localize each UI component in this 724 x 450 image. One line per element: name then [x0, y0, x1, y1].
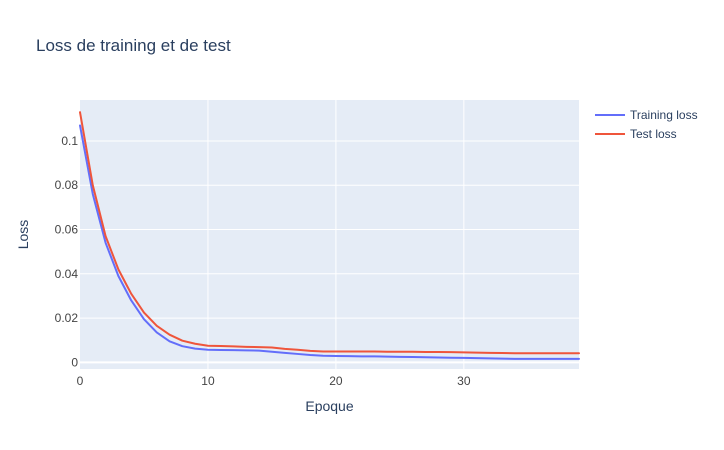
x-axis-title: Epoque — [305, 398, 353, 414]
legend[interactable]: Training loss Test loss — [595, 108, 698, 141]
series-lines — [79, 111, 580, 360]
chart-title: Loss de training et de test — [36, 36, 231, 55]
y-tick-label: 0.08 — [55, 178, 79, 192]
y-tick-label: 0.06 — [55, 223, 79, 237]
y-tick-label: 0 — [71, 355, 78, 369]
test-loss-line — [79, 111, 580, 355]
y-axis-ticks: 0 0.02 0.04 0.06 0.08 0.1 — [55, 134, 79, 369]
legend-label: Training loss — [630, 108, 698, 122]
x-tick-label: 0 — [77, 374, 84, 388]
y-tick-label: 0.02 — [55, 311, 79, 325]
y-axis-title: Loss — [15, 220, 31, 250]
y-tick-label: 0.1 — [61, 134, 78, 148]
y-tick-label: 0.04 — [55, 267, 79, 281]
x-axis-ticks: 0 10 20 30 — [77, 374, 471, 388]
legend-item-test-loss[interactable]: Test loss — [595, 127, 677, 141]
legend-item-training-loss[interactable]: Training loss — [595, 108, 698, 122]
x-tick-label: 20 — [329, 374, 343, 388]
grid-lines — [80, 100, 579, 369]
x-tick-label: 30 — [457, 374, 471, 388]
training-loss-line — [79, 124, 580, 360]
plot-area — [80, 100, 579, 369]
legend-label: Test loss — [630, 127, 677, 141]
x-tick-label: 10 — [201, 374, 215, 388]
